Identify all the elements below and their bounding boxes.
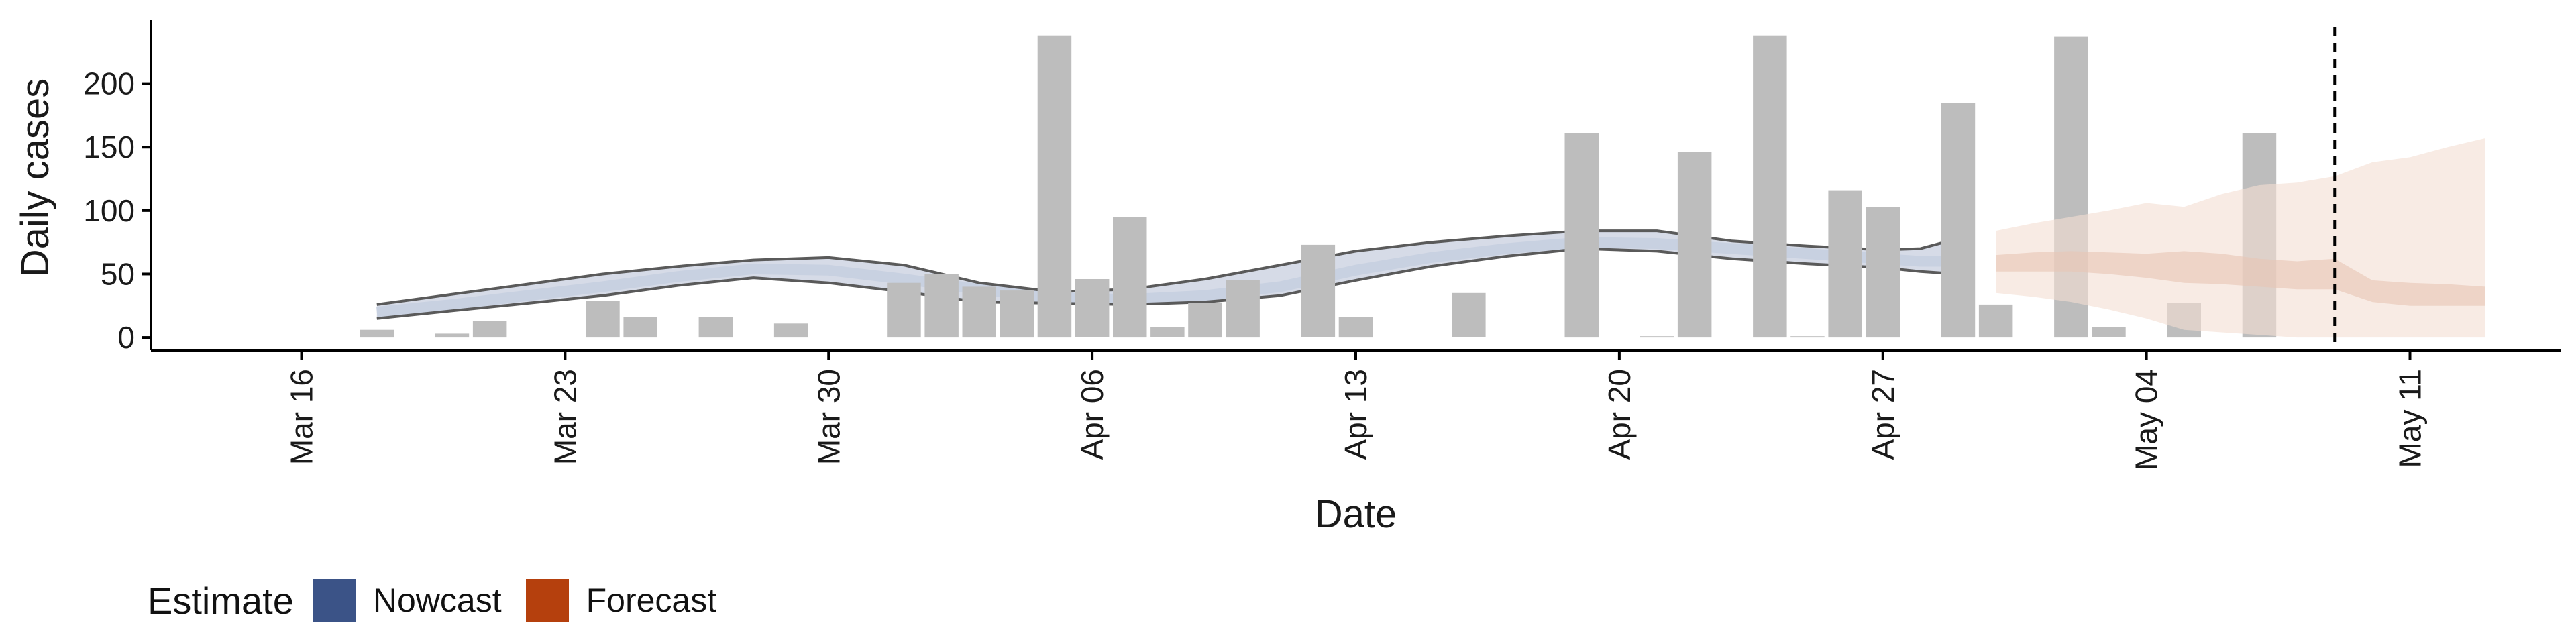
x-tick-label: May 11 [2393,369,2428,468]
x-tick-label: Mar 16 [284,369,319,465]
x-tick-label: Apr 20 [1602,369,1637,460]
case-bar [472,321,507,338]
x-axis-title: Date [1315,492,1397,536]
legend-item-nowcast: Nowcast [312,579,502,622]
x-tick-label: Mar 23 [547,369,582,465]
case-bar [1677,152,1712,338]
case-bar [1828,190,1862,338]
forecast-inner-band [1996,251,2485,306]
case-bar [1564,133,1599,338]
case-bar [887,282,921,338]
case-bar [1866,207,1900,338]
case-bar [1000,290,1034,338]
forecast-layer [1996,138,2485,338]
case-bar [1338,317,1373,338]
bars-layer [360,35,2277,338]
case-bar [1226,280,1260,338]
case-bar [623,317,657,338]
case-bar [924,274,959,338]
y-tick-label: 100 [83,193,135,228]
y-tick-label: 150 [83,129,135,164]
case-bar [1640,336,1674,338]
x-tick-label: Mar 30 [811,369,846,465]
axes-layer: 0 50 100 150 200 Mar 16 Mar 23 Mar 30 Apr 06 Apr … [83,20,2561,470]
y-tick-label: 0 [117,320,135,355]
case-bar [2092,327,2126,337]
x-tick-label: Apr 27 [1866,369,1900,460]
legend-swatch-nowcast [312,579,356,622]
case-bar [1075,279,1110,337]
case-bar [1452,292,1486,337]
case-bar [586,301,620,338]
case-bar [1753,35,1787,338]
case-bar [1301,244,1336,337]
case-bar [435,333,470,338]
y-tick-label: 200 [83,66,135,101]
legend-label-forecast: Forecast [586,582,717,619]
case-bar [1790,336,1825,338]
legend-swatch-forecast [525,579,569,622]
x-tick-label: Apr 06 [1075,369,1110,460]
case-bar [1113,217,1147,338]
case-bar [1978,304,2013,338]
x-tick-label: May 04 [2129,369,2164,470]
legend-item-forecast: Forecast [525,579,717,622]
case-bar [773,323,808,338]
case-bar [360,329,394,338]
case-bar [698,317,733,338]
case-bar [1941,103,1976,338]
x-tick-label: Apr 13 [1338,369,1373,460]
case-bar [1188,303,1222,338]
case-bar [962,286,996,338]
legend-title: Estimate [148,579,294,622]
legend-label-nowcast: Nowcast [372,582,502,619]
case-bar [1150,327,1185,337]
y-tick-label: 50 [101,256,135,291]
legend: Estimate Nowcast Forecast [148,574,741,627]
y-axis-title: Daily cases [13,78,57,278]
case-bar [1037,35,1072,338]
